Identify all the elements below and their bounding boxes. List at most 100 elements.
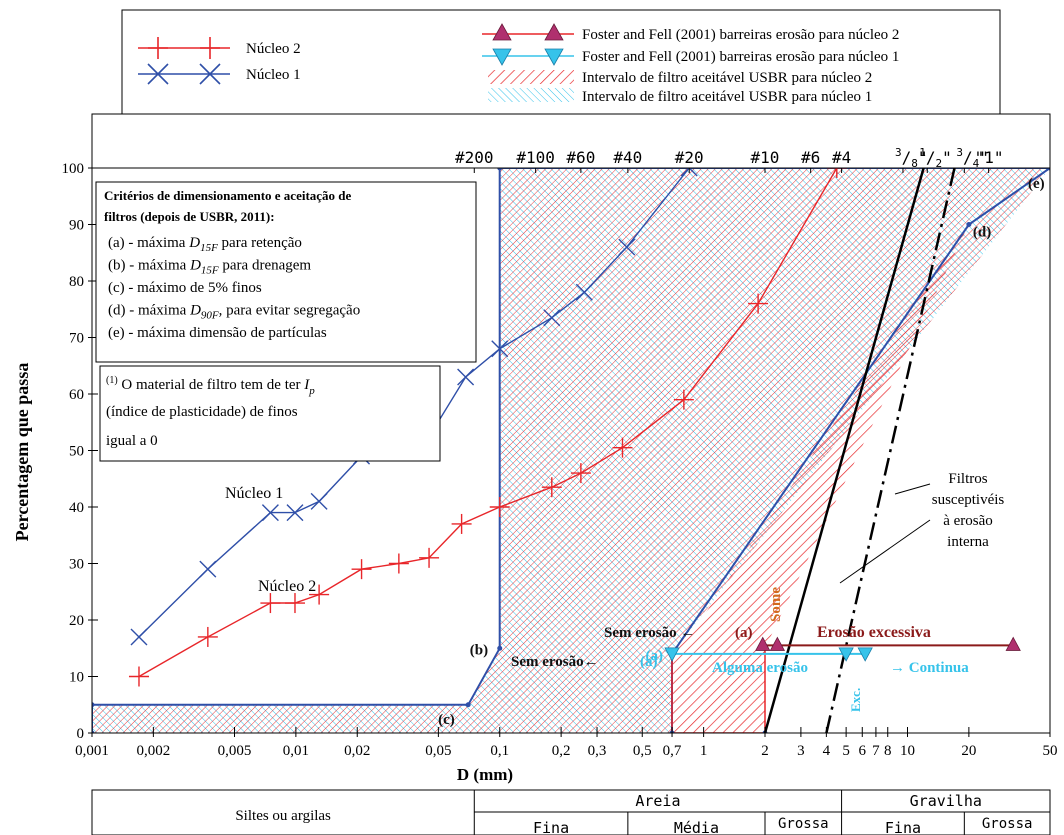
x-tick-label: 6 — [859, 743, 867, 759]
sem-erosao-nucleo-2-label: Sem erosão ← — [604, 625, 695, 641]
svg-text:filtros (depois de USBR, 2011): filtros (depois de USBR, 2011): — [104, 209, 275, 224]
series-2-point — [310, 492, 328, 510]
y-tick-label: 10 — [69, 670, 84, 686]
y-tick-label: 20 — [69, 613, 84, 629]
sieve-label: #4 — [832, 148, 851, 167]
x-tick-label: 0,002 — [136, 743, 170, 759]
filtros-label-line-4: interna — [947, 534, 989, 550]
x-tick-label: 8 — [884, 743, 892, 759]
legend-nucleo-1-swatch — [138, 63, 230, 85]
x-tick-label: 50 — [1043, 743, 1058, 759]
x-tick-label: 0,5 — [633, 743, 652, 759]
x-tick-label: 0,005 — [218, 743, 252, 759]
envelope-vertex-1 — [465, 702, 471, 708]
filtros-label-line-2: susceptivéis — [932, 492, 1005, 508]
legend-foster-fell-2-label: Foster and Fell (2001) barreiras erosão … — [582, 27, 899, 43]
y-tick-label: 100 — [62, 161, 85, 177]
x-tick-label: 7 — [872, 743, 880, 759]
svg-text:(1) O material de filtro tem d: (1) O material de filtro tem de ter Ip — [106, 375, 315, 397]
x-tick-label: 20 — [961, 743, 976, 759]
legend-nucleo-1-label: Núcleo 1 — [246, 67, 301, 83]
class-gravel-fine: Fina — [885, 819, 921, 835]
legend-hatch-cyan-swatch — [488, 88, 574, 102]
y-tick-label: 50 — [69, 444, 84, 460]
series-1-point — [489, 497, 510, 517]
x-tick-label: 0,05 — [425, 743, 451, 759]
series-2-point — [575, 283, 593, 301]
criteria-item-d: (d) - máxima D90F, para evitar segregaçã… — [108, 303, 360, 322]
x-tick-label: 0,1 — [490, 743, 509, 759]
filter-range-overlay-nucleo-2 — [92, 168, 1050, 733]
legend-interval-2-label: Intervalo de filtro aceitável USBR para … — [582, 70, 872, 86]
series-1-point — [284, 593, 305, 614]
erosao-excessiva-label: Erosão excessiva — [817, 624, 931, 641]
filtros-leader-1 — [894, 483, 931, 495]
series-1-point — [451, 513, 472, 534]
series-1-point — [826, 168, 847, 178]
inch-label-1: 3/8" — [895, 146, 928, 170]
inch-label-4: "1" — [975, 148, 1004, 167]
class-sand-coarse: Grossa — [778, 816, 829, 832]
foster-fell-marker-nucleo-2 — [1005, 636, 1021, 651]
x-tick-label: 0,7 — [663, 743, 682, 759]
envelope-vertex-3 — [497, 168, 503, 171]
sieve-label: #40 — [613, 148, 642, 167]
axes: 0 10 20 30 40 50 60 70 80 90 100 0,001 0,002 0,005 0,0… — [62, 146, 1058, 759]
legend-nucleo-2-swatch — [138, 37, 230, 59]
series-1-point — [541, 477, 562, 498]
filtros-leader-2 — [839, 519, 931, 584]
filter-envelope-line — [92, 168, 1050, 733]
series-2-point — [491, 340, 509, 358]
criteria-title-1: Critérios de dimensionamento e aceitação… — [104, 188, 352, 203]
note-sym: I — [303, 377, 310, 393]
series-1-point — [673, 389, 694, 410]
nucleo2-curve-label: Núcleo 2 — [258, 578, 316, 595]
series-1-point — [351, 559, 372, 580]
class-gravel-coarse: Grossa — [982, 816, 1033, 832]
class-sand: Areia — [635, 792, 680, 810]
series-1-point — [748, 293, 769, 314]
envelope-vertex-4 — [1047, 168, 1050, 171]
series-line-1 — [138, 168, 838, 678]
note-sup: (1) — [106, 375, 118, 386]
foster-fell-marker-nucleo-2 — [769, 636, 786, 651]
series-1-point — [419, 547, 440, 568]
legend-nucleo-2-label: Núcleo 2 — [246, 41, 301, 57]
sieve-label: #200 — [455, 148, 494, 167]
exc-label: Exc. — [848, 688, 863, 712]
foster-fell-marker-nucleo-2 — [755, 636, 771, 651]
note-box: (1) O material de filtro tem de ter Ip (… — [99, 365, 441, 462]
envelope-vertex-9 — [92, 730, 95, 733]
foster-fell-marker-nucleo-1 — [664, 647, 680, 662]
class-silt-clay: Siltes ou argilas — [235, 808, 331, 824]
series-1-point — [612, 437, 633, 458]
x-tick-label: 2 — [761, 743, 769, 759]
series-2-point — [199, 560, 217, 578]
internal-erosion-limit-line-2 — [825, 168, 956, 733]
legend-hatch-red-swatch — [488, 70, 574, 84]
alguma-erosao-label: Alguma erosão — [712, 660, 808, 676]
legend: Núcleo 2 Núcleo 1 Foster and Fell (2001) b… — [138, 23, 899, 105]
plot-area: Núcleo 1 Núcleo 2 Sem erosão ← (a) Some Erosã… — [92, 168, 1050, 733]
filter-range-2-edge — [672, 648, 766, 733]
series-1-point — [260, 593, 281, 614]
series-1-point — [570, 463, 591, 484]
y-tick-label: 80 — [69, 274, 84, 290]
sem-erosao-nucleo-1-label: Sem erosão← — [511, 654, 599, 670]
x-tick-label: 10 — [900, 743, 915, 759]
y-tick-label: 60 — [69, 387, 84, 403]
envelope-vertex-0 — [92, 702, 95, 708]
series-1-point — [388, 553, 409, 574]
point-label-e: (e) — [1028, 176, 1045, 192]
series-1-point — [309, 584, 330, 605]
sieve-label: #20 — [675, 148, 704, 167]
envelope-vertex-5 — [966, 222, 972, 227]
class-sand-medium: Média — [674, 819, 719, 835]
series-2-point — [130, 628, 148, 646]
sieve-label: #6 — [801, 148, 820, 167]
x-tick-label: 1 — [700, 743, 708, 759]
continua-label: → Continua — [890, 660, 969, 676]
nucleo1-curve-label: Núcleo 1 — [225, 485, 283, 502]
inch-label-2: 1/2" — [919, 146, 952, 170]
